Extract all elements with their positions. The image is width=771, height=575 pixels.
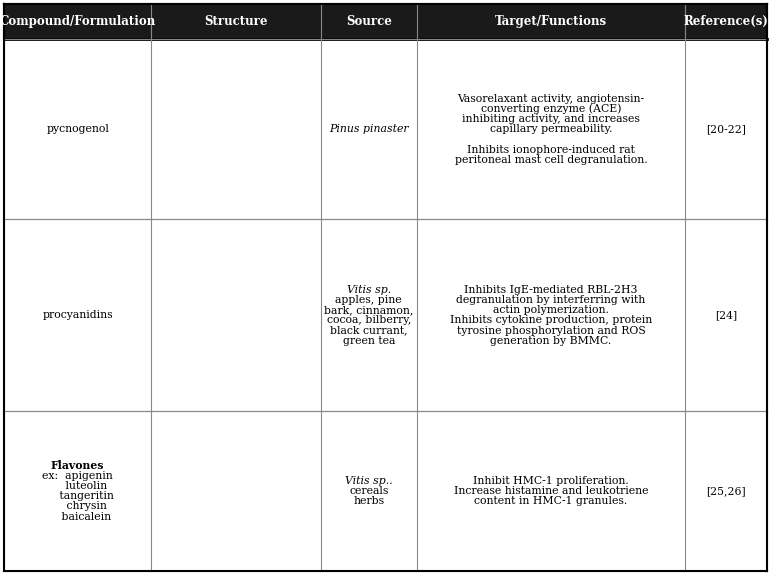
Text: actin polymerization.: actin polymerization. bbox=[493, 305, 609, 315]
Text: Increase histamine and leukotriene: Increase histamine and leukotriene bbox=[454, 486, 648, 496]
Text: Vitis sp..: Vitis sp.. bbox=[345, 476, 392, 486]
Text: apples, pine: apples, pine bbox=[335, 295, 402, 305]
Text: [24]: [24] bbox=[715, 310, 737, 320]
Text: Inhibits IgE-mediated RBL-2H3: Inhibits IgE-mediated RBL-2H3 bbox=[464, 285, 638, 295]
Text: pycnogenol: pycnogenol bbox=[46, 124, 109, 135]
Text: Inhibits cytokine production, protein: Inhibits cytokine production, protein bbox=[450, 315, 652, 325]
Text: Compound/Formulation: Compound/Formulation bbox=[0, 15, 156, 28]
Bar bbox=[4, 4, 767, 39]
Text: cereals: cereals bbox=[349, 486, 389, 496]
Text: Source: Source bbox=[345, 15, 392, 28]
Text: degranulation by interferring with: degranulation by interferring with bbox=[456, 295, 645, 305]
Text: peritoneal mast cell degranulation.: peritoneal mast cell degranulation. bbox=[455, 155, 648, 165]
Text: Target/Functions: Target/Functions bbox=[495, 15, 607, 28]
Text: Reference(s): Reference(s) bbox=[684, 15, 769, 28]
Text: generation by BMMC.: generation by BMMC. bbox=[490, 336, 611, 346]
Text: capillary permeability.: capillary permeability. bbox=[490, 124, 612, 135]
Text: cocoa, bilberry,: cocoa, bilberry, bbox=[327, 315, 411, 325]
Text: herbs: herbs bbox=[353, 496, 384, 506]
Text: Inhibit HMC-1 proliferation.: Inhibit HMC-1 proliferation. bbox=[473, 476, 629, 486]
Text: tangeritin: tangeritin bbox=[42, 491, 113, 501]
Text: black currant,: black currant, bbox=[330, 325, 408, 336]
Text: [25,26]: [25,26] bbox=[706, 486, 746, 496]
Text: [20-22]: [20-22] bbox=[706, 124, 746, 135]
Text: inhibiting activity, and increases: inhibiting activity, and increases bbox=[462, 114, 640, 124]
Text: content in HMC-1 granules.: content in HMC-1 granules. bbox=[474, 496, 628, 506]
Text: bark, cinnamon,: bark, cinnamon, bbox=[324, 305, 413, 315]
Text: Vitis sp.: Vitis sp. bbox=[347, 285, 391, 295]
Text: Structure: Structure bbox=[204, 15, 268, 28]
Text: Vasorelaxant activity, angiotensin-: Vasorelaxant activity, angiotensin- bbox=[457, 94, 645, 104]
Text: procyanidins: procyanidins bbox=[42, 310, 113, 320]
Text: chrysin: chrysin bbox=[49, 501, 106, 511]
Text: ex:  apigenin: ex: apigenin bbox=[42, 471, 113, 481]
Text: green tea: green tea bbox=[342, 336, 395, 346]
Text: tyrosine phosphorylation and ROS: tyrosine phosphorylation and ROS bbox=[456, 325, 645, 336]
Text: baicalein: baicalein bbox=[44, 512, 111, 522]
Text: luteolin: luteolin bbox=[48, 481, 107, 491]
Text: Flavones: Flavones bbox=[51, 460, 104, 471]
Text: Pinus pinaster: Pinus pinaster bbox=[329, 124, 409, 135]
Text: converting enzyme (ACE): converting enzyme (ACE) bbox=[481, 104, 621, 114]
Text: Inhibits ionophore-induced rat: Inhibits ionophore-induced rat bbox=[467, 145, 635, 155]
